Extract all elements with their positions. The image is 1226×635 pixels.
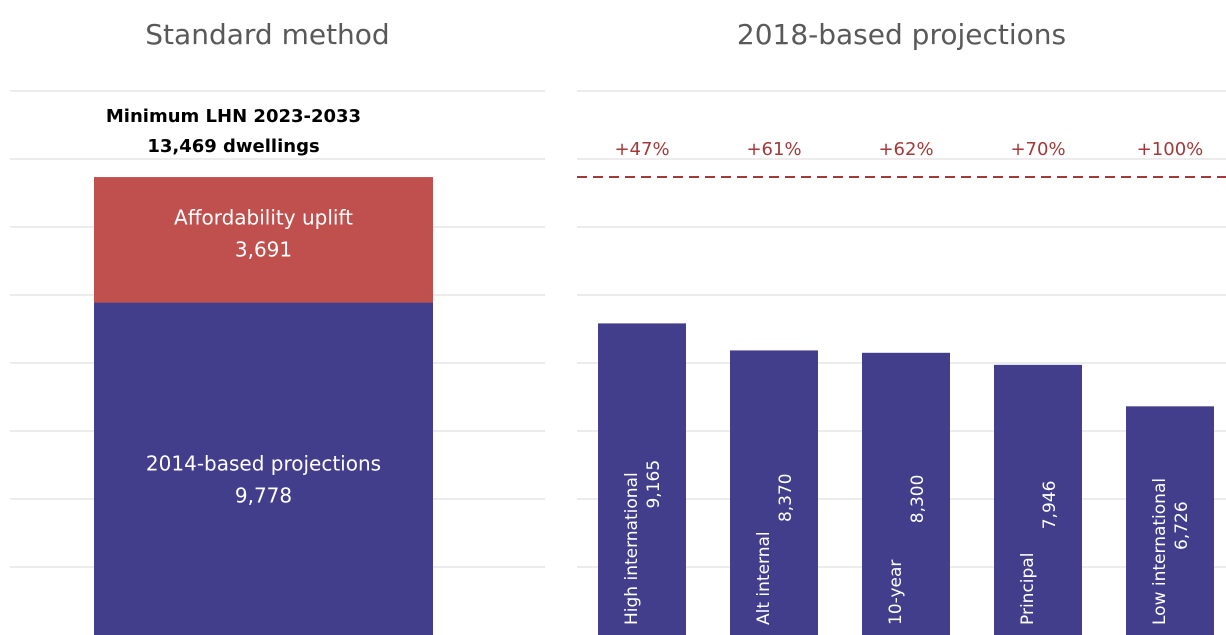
bar-segment bbox=[94, 302, 433, 635]
change-label: +100% bbox=[1137, 139, 1204, 160]
category-label: Principal bbox=[1018, 553, 1038, 625]
bar-label: Low international 6,726 bbox=[1150, 478, 1192, 625]
annotation-value: 13,469 dwellings bbox=[147, 136, 319, 157]
value-label: 7,946 bbox=[1040, 481, 1060, 530]
change-label: +62% bbox=[878, 139, 933, 160]
bar bbox=[862, 352, 950, 635]
change-label: +70% bbox=[1010, 139, 1065, 160]
value-label: 9,165 bbox=[644, 460, 664, 509]
chart-title: Standard method bbox=[145, 18, 389, 51]
value-label: 6,726 bbox=[1172, 501, 1192, 550]
category-label: Low international bbox=[1150, 478, 1170, 625]
segment-value: 9,778 bbox=[235, 483, 292, 507]
bar bbox=[1126, 406, 1214, 635]
bar-label: Principal 7,946 bbox=[1018, 481, 1060, 625]
category-label: Alt internal bbox=[754, 531, 774, 625]
bar bbox=[994, 364, 1082, 635]
segment-value: 3,691 bbox=[235, 237, 292, 261]
change-label: +61% bbox=[746, 139, 801, 160]
bar-label: 10-year 8,300 bbox=[886, 475, 928, 625]
chart-title: 2018-based projections bbox=[737, 18, 1066, 51]
bar-label: High international 9,165 bbox=[622, 460, 664, 625]
annotation: Minimum LHN 2023-2033 bbox=[106, 106, 361, 127]
segment-label: Affordability uplift bbox=[174, 205, 353, 229]
category-label: 10-year bbox=[886, 560, 906, 625]
category-label: High international bbox=[622, 472, 642, 625]
bar bbox=[598, 323, 686, 635]
change-label: +47% bbox=[614, 139, 669, 160]
value-label: 8,370 bbox=[776, 473, 796, 522]
bar-segment bbox=[94, 177, 433, 303]
value-label: 8,300 bbox=[908, 475, 928, 524]
bar bbox=[730, 350, 818, 635]
segment-label: 2014-based projections bbox=[146, 451, 381, 475]
